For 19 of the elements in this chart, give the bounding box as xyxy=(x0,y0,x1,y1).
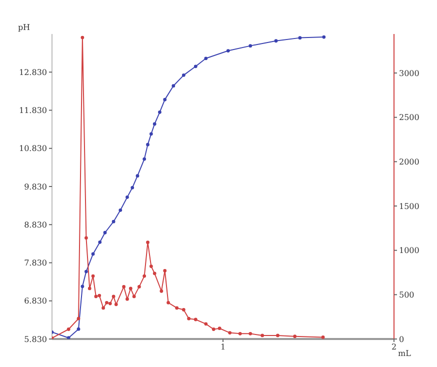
y-tick-label: 7.830 xyxy=(24,258,47,268)
y-tick-label: 12.830 xyxy=(19,68,47,77)
y-tick-label: 11.830 xyxy=(19,106,47,116)
y-tick-label: 8.830 xyxy=(24,220,47,230)
y-tick-label: 10.830 xyxy=(19,144,47,154)
y2-tick-label: 0 xyxy=(399,334,404,344)
y-tick-label: 9.830 xyxy=(24,182,47,192)
x-tick-label: 1 xyxy=(220,342,226,352)
x-tick-label: 2 xyxy=(391,342,397,352)
y-axis-title: pH xyxy=(18,23,30,32)
y2-tick-label: 2500 xyxy=(399,113,420,122)
y2-tick-label: 1000 xyxy=(399,246,420,256)
y2-tick-label: 2000 xyxy=(399,158,420,167)
x-axis-title: mL xyxy=(398,348,412,358)
y2-tick-label: 500 xyxy=(399,290,414,300)
y2-tick-label: 3000 xyxy=(399,68,420,78)
y2-tick-label: 1500 xyxy=(399,202,420,211)
y-tick-label: 5.830 xyxy=(24,334,47,344)
y-tick-label: 6.830 xyxy=(24,296,47,306)
